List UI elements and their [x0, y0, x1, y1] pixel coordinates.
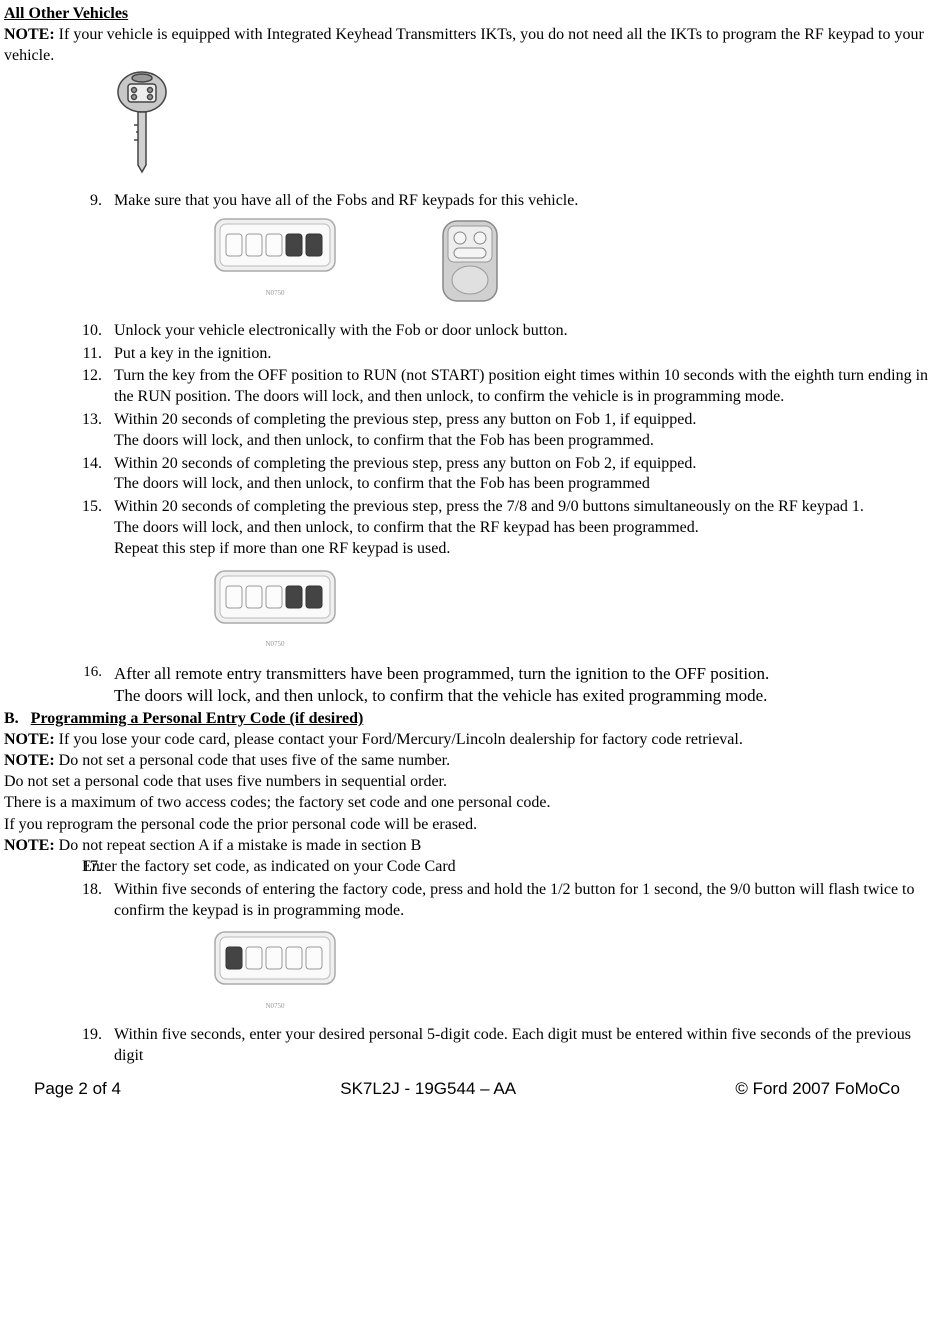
note-text: If you lose your code card, please conta…: [55, 731, 743, 748]
keypad-caption: N0750: [214, 1002, 336, 1011]
keypad-caption: N0750: [214, 640, 336, 649]
section-b-prefix: B.: [4, 710, 19, 727]
note-text: If your vehicle is equipped with Integra…: [4, 26, 924, 64]
note-b1: NOTE: If you lose your code card, please…: [4, 730, 930, 751]
step-17: 17. Enter the factory set code, as indic…: [98, 857, 930, 878]
rf-keypad-image: N0750: [214, 218, 336, 298]
step-text: Unlock your vehicle electronically with …: [114, 322, 568, 339]
step-text: Within 20 seconds of completing the prev…: [114, 411, 696, 428]
note-label: NOTE:: [4, 26, 55, 43]
step-text: Turn the key from the OFF position to RU…: [114, 367, 928, 405]
note-line: NOTE: If your vehicle is equipped with I…: [4, 25, 930, 67]
step-10: 10. Unlock your vehicle electronically w…: [114, 321, 930, 342]
step-text: Put a key in the ignition.: [114, 345, 271, 362]
step-text: Within 20 seconds of completing the prev…: [114, 455, 696, 472]
text-line: Do not set a personal code that uses fiv…: [4, 772, 930, 793]
note-b3: NOTE: Do not repeat section A if a mista…: [4, 836, 930, 857]
note-text: Do not repeat section A if a mistake is …: [55, 837, 422, 854]
keypad-image-2: N0750: [4, 570, 930, 654]
step-number: 16.: [72, 663, 102, 683]
step-number: 15.: [72, 497, 102, 518]
step-number: 13.: [72, 410, 102, 431]
step-14: 14. Within 20 seconds of completing the …: [114, 454, 930, 496]
section-b-title: Programming a Personal Entry Code (if de…: [31, 710, 364, 727]
step-number: 18.: [72, 880, 102, 901]
key-image: [114, 70, 930, 185]
step-text: Within 20 seconds of completing the prev…: [114, 498, 864, 515]
step-text: Within five seconds, enter your desired …: [114, 1026, 911, 1064]
note-label: NOTE:: [4, 731, 55, 748]
keypad-caption: N0750: [214, 289, 336, 298]
step-text: After all remote entry transmitters have…: [114, 664, 769, 683]
step-19: 19. Within five seconds, enter your desi…: [114, 1025, 930, 1067]
section-b-heading: B. Programming a Personal Entry Code (if…: [4, 709, 930, 730]
step-text: The doors will lock, and then unlock, to…: [114, 519, 699, 536]
key-fob-image: [440, 218, 500, 311]
step-number: 12.: [72, 366, 102, 387]
step-text: The doors will lock, and then unlock, to…: [114, 432, 654, 449]
step-9: 9. Make sure that you have all of the Fo…: [114, 191, 930, 212]
note-label: NOTE:: [4, 837, 55, 854]
footer-part: SK7L2J - 19G544 – AA: [340, 1078, 516, 1100]
keypad-fob-row: N0750: [4, 218, 930, 311]
page-footer: Page 2 of 4 SK7L2J - 19G544 – AA © Ford …: [4, 1078, 930, 1100]
text-line: If you reprogram the personal code the p…: [4, 815, 930, 836]
step-number: 9.: [72, 191, 102, 212]
step-text: The doors will lock, and then unlock, to…: [114, 475, 650, 492]
keypad-image-3: N0750: [4, 931, 930, 1015]
step-number: 14.: [72, 454, 102, 475]
step-number: 11.: [72, 344, 102, 365]
step-text: Enter the factory set code, as indicated…: [82, 858, 456, 875]
step-text: Make sure that you have all of the Fobs …: [114, 192, 578, 209]
step-12: 12. Turn the key from the OFF position t…: [114, 366, 930, 408]
step-11: 11. Put a key in the ignition.: [114, 344, 930, 365]
note-text: Do not set a personal code that uses fiv…: [55, 752, 450, 769]
step-text: The doors will lock, and then unlock, to…: [114, 686, 767, 705]
section-title: All Other Vehicles: [4, 5, 128, 22]
footer-page: Page 2 of 4: [34, 1078, 121, 1100]
step-18: 18. Within five seconds of entering the …: [114, 880, 930, 922]
step-text: Repeat this step if more than one RF key…: [114, 540, 450, 557]
note-b2: NOTE: Do not set a personal code that us…: [4, 751, 930, 772]
step-13: 13. Within 20 seconds of completing the …: [114, 410, 930, 452]
note-label: NOTE:: [4, 752, 55, 769]
step-text: Within five seconds of entering the fact…: [114, 881, 915, 919]
step-16: 16. After all remote entry transmitters …: [114, 663, 930, 707]
step-number: 17.: [72, 857, 102, 878]
step-15: 15. Within 20 seconds of completing the …: [114, 497, 930, 559]
step-number: 10.: [72, 321, 102, 342]
footer-copyright: © Ford 2007 FoMoCo: [735, 1078, 900, 1100]
step-number: 19.: [72, 1025, 102, 1046]
text-line: There is a maximum of two access codes; …: [4, 793, 930, 814]
